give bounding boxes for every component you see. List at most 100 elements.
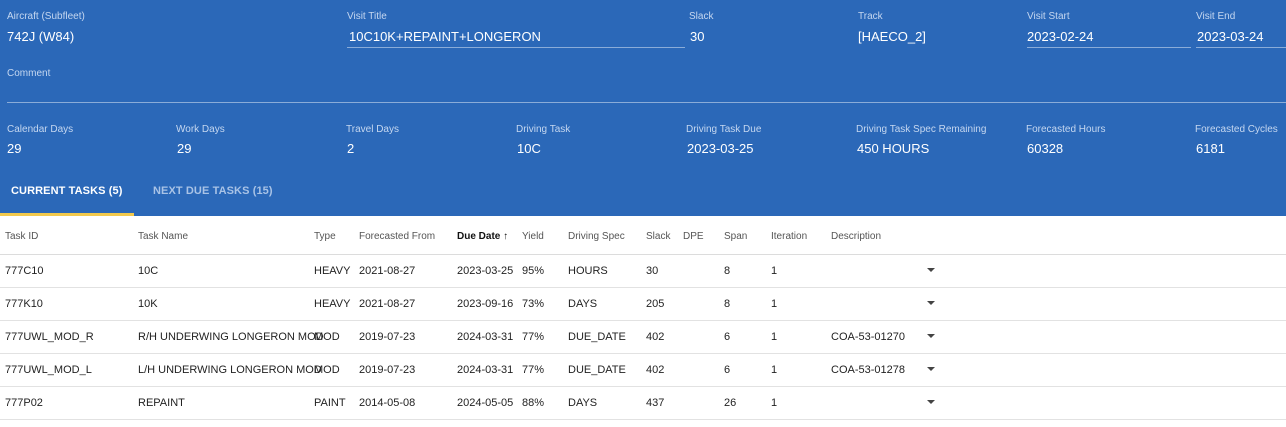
cell-forecasted-from: 2021-08-27 [359, 265, 416, 277]
forecasted-cycles-value: 6181 [1196, 141, 1225, 156]
cell-yield: 73% [522, 298, 545, 310]
expand-row-icon[interactable] [927, 400, 935, 404]
col-due-date[interactable]: Due Date ↑ [457, 231, 508, 242]
cell-task-id: 777K10 [5, 298, 43, 310]
cell-driving-spec: DAYS [568, 298, 598, 310]
cell-iteration: 1 [771, 397, 778, 409]
cell-type: MOD [314, 364, 340, 376]
cell-task-id: 777P02 [5, 397, 43, 409]
cell-due-date: 2023-03-25 [457, 265, 514, 277]
calendar-days-label: Calendar Days [7, 124, 74, 135]
visit-start-label: Visit Start [1027, 11, 1070, 22]
cell-due-date: 2024-03-31 [457, 331, 514, 343]
col-slack[interactable]: Slack [646, 231, 671, 242]
table-row[interactable]: 777UWL_MOD_R R/H UNDERWING LONGERON MOD … [0, 321, 1286, 354]
cell-span: 26 [724, 397, 737, 409]
cell-task-id: 777C10 [5, 265, 44, 277]
cell-yield: 77% [522, 331, 545, 343]
cell-task-name: R/H UNDERWING LONGERON MOD [138, 331, 324, 343]
visit-title-label: Visit Title [347, 11, 387, 22]
cell-slack: 30 [646, 265, 659, 277]
cell-forecasted-from: 2019-07-23 [359, 364, 416, 376]
forecasted-hours-value: 60328 [1027, 141, 1064, 156]
comment-label: Comment [7, 68, 51, 79]
cell-iteration: 1 [771, 298, 778, 310]
col-iteration[interactable]: Iteration [771, 231, 808, 242]
expand-row-icon[interactable] [927, 301, 935, 305]
tab-next-due-tasks[interactable]: NEXT DUE TASKS (15) [153, 185, 273, 197]
cell-yield: 88% [522, 397, 545, 409]
cell-description: COA-53-01278 [831, 364, 905, 376]
table-row[interactable]: 777P02 REPAINT PAINT 2014-05-08 2024-05-… [0, 387, 1286, 420]
col-yield[interactable]: Yield [522, 231, 544, 242]
cell-task-name: 10C [138, 265, 159, 277]
col-task-name[interactable]: Task Name [138, 231, 189, 242]
cell-slack: 205 [646, 298, 665, 310]
cell-iteration: 1 [771, 265, 778, 277]
header-divider [0, 254, 1286, 255]
visit-header: Aircraft (Subfleet) 742J (W84) Visit Tit… [0, 0, 1286, 216]
cell-driving-spec: DUE_DATE [568, 331, 626, 343]
cell-type: HEAVY [314, 298, 351, 310]
driving-task-label: Driving Task [516, 124, 571, 135]
cell-forecasted-from: 2021-08-27 [359, 298, 416, 310]
cell-span: 6 [724, 364, 731, 376]
driving-task-spec-remaining-label: Driving Task Spec Remaining [856, 124, 987, 135]
expand-row-icon[interactable] [927, 367, 935, 371]
cell-type: MOD [314, 331, 340, 343]
visit-title-underline [347, 47, 685, 48]
col-task-id[interactable]: Task ID [5, 231, 39, 242]
col-span[interactable]: Span [724, 231, 748, 242]
table-row[interactable]: 777C10 10C HEAVY 2021-08-27 2023-03-25 9… [0, 255, 1286, 288]
col-type[interactable]: Type [314, 231, 336, 242]
travel-days-label: Travel Days [346, 124, 399, 135]
driving-task-due-label: Driving Task Due [686, 124, 762, 135]
cell-due-date: 2024-03-31 [457, 364, 514, 376]
slack-label: Slack [689, 11, 714, 22]
visit-end-underline [1196, 47, 1286, 48]
cell-iteration: 1 [771, 331, 778, 343]
driving-task-due-value: 2023-03-25 [687, 141, 754, 156]
cell-type: HEAVY [314, 265, 351, 277]
col-driving-spec[interactable]: Driving Spec [568, 231, 625, 242]
cell-task-name: REPAINT [138, 397, 185, 409]
cell-task-id: 777UWL_MOD_R [5, 331, 94, 343]
cell-description: COA-53-01270 [831, 331, 905, 343]
cell-forecasted-from: 2019-07-23 [359, 331, 416, 343]
col-description[interactable]: Description [831, 231, 882, 242]
cell-iteration: 1 [771, 364, 778, 376]
col-due-date-label: Due Date [457, 231, 501, 242]
cell-slack: 437 [646, 397, 665, 409]
cell-span: 8 [724, 265, 731, 277]
sort-ascending-icon: ↑ [503, 231, 509, 242]
visit-end-field[interactable]: 2023-03-24 [1197, 29, 1264, 44]
cell-forecasted-from: 2014-05-08 [359, 397, 416, 409]
col-dpe[interactable]: DPE [683, 231, 704, 242]
visit-start-field[interactable]: 2023-02-24 [1027, 29, 1094, 44]
cell-yield: 95% [522, 265, 545, 277]
cell-due-date: 2023-09-16 [457, 298, 514, 310]
aircraft-value[interactable]: 742J (W84) [7, 29, 75, 44]
table-row[interactable]: 777UWL_MOD_L L/H UNDERWING LONGERON MOD … [0, 354, 1286, 387]
expand-row-icon[interactable] [927, 334, 935, 338]
cell-yield: 77% [522, 364, 545, 376]
cell-span: 6 [724, 331, 731, 343]
track-value[interactable]: [HAECO_2] [858, 29, 926, 44]
driving-task-spec-remaining-value: 450 HOURS [857, 141, 930, 156]
visit-title-field[interactable]: 10C10K+REPAINT+LONGERON [349, 29, 541, 44]
expand-row-icon[interactable] [927, 268, 935, 272]
cell-type: PAINT [314, 397, 346, 409]
forecasted-cycles-label: Forecasted Cycles [1195, 124, 1278, 135]
col-forecasted-from[interactable]: Forecasted From [359, 231, 436, 242]
tab-current-tasks[interactable]: CURRENT TASKS (5) [11, 185, 123, 197]
visit-start-underline [1027, 47, 1191, 48]
table-row[interactable]: 777K10 10K HEAVY 2021-08-27 2023-09-16 7… [0, 288, 1286, 321]
tasks-table: Task ID Task Name Type Forecasted From D… [0, 216, 1286, 427]
cell-driving-spec: DAYS [568, 397, 598, 409]
cell-task-name: 10K [138, 298, 158, 310]
cell-driving-spec: HOURS [568, 265, 608, 277]
track-label: Track [858, 11, 883, 22]
slack-value[interactable]: 30 [690, 29, 705, 44]
cell-slack: 402 [646, 364, 665, 376]
aircraft-label: Aircraft (Subfleet) [7, 11, 85, 22]
